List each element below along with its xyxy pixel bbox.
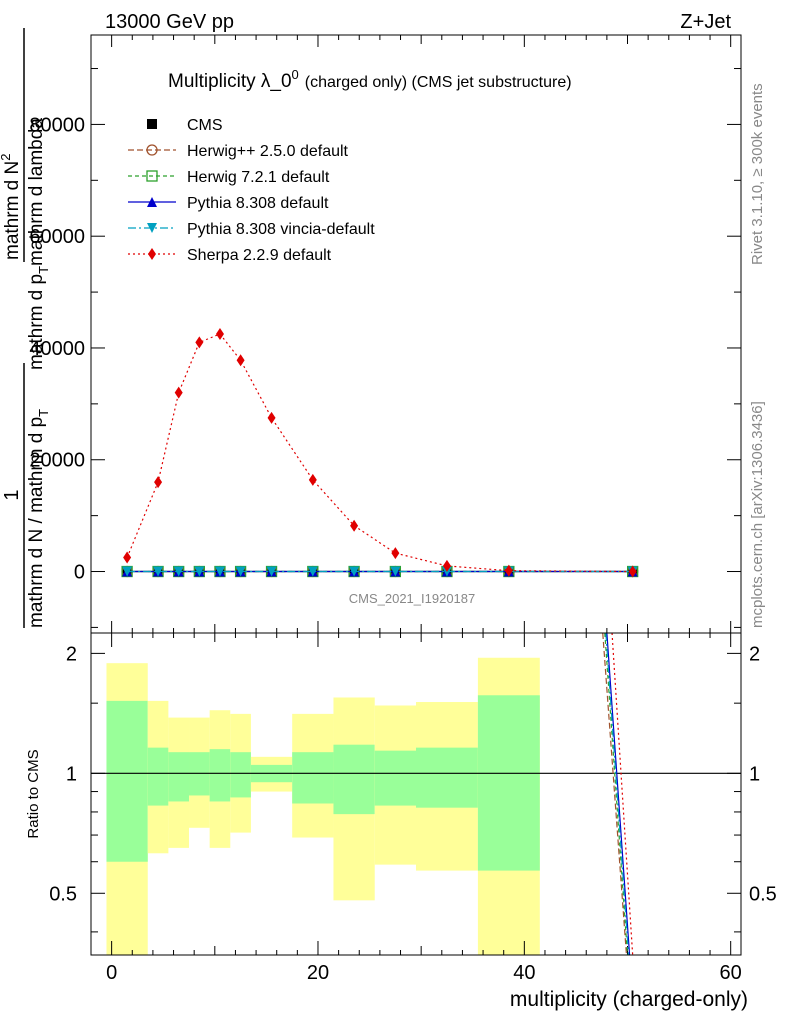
mcplots-label: mcplots.cern.ch [arXiv:1306.3436]	[749, 401, 766, 628]
legend-marker-pythia	[147, 197, 157, 207]
ratio-y-tick-label-right: 0.5	[749, 883, 777, 905]
ratio-frame	[90, 632, 742, 956]
legend-label-sherpa: Sherpa 2.2.9 default	[187, 247, 332, 264]
ratio-ticks: 0.5 0.51 12 20 20 40 60	[49, 633, 777, 984]
main-y-tick-label: 80000	[29, 114, 85, 136]
header-energy: 13000 GeV pp	[105, 11, 234, 33]
ratio-y-tick-label: 1	[66, 763, 77, 785]
ratio-y-tick-label: 0.5	[49, 883, 77, 905]
ylabel-numerator: mathrm d N2	[0, 154, 23, 260]
series-point-sherpa	[628, 565, 637, 578]
series-point-sherpa	[154, 476, 163, 489]
ylabel-one: 1	[1, 489, 23, 500]
legend: CMS Herwig++ 2.5.0 default Herwig 7.2.1 de…	[128, 117, 375, 264]
main-y-ticks: 0 20000 40000 60000 80000	[29, 35, 741, 633]
y-axis-label: 1 mathrm d N / mathrm d pT mathrm d N2 m…	[0, 28, 51, 628]
ratio-y-tick-label-right: 2	[749, 643, 760, 665]
ratio-line-vincia	[605, 632, 630, 956]
ylabel-denominator: mathrm d N / mathrm d pT	[26, 409, 51, 628]
series-point-sherpa	[391, 547, 400, 560]
legend-marker-sherpa	[148, 248, 156, 260]
x-tick-label: 40	[513, 962, 535, 984]
series-point-sherpa	[195, 336, 204, 349]
ratio-uncertainty-bands	[106, 657, 540, 955]
legend-label-cms: CMS	[187, 117, 223, 134]
ylabel-differential: mathrm d pTmathrm d lambda	[26, 118, 51, 370]
legend-label-vincia: Pythia 8.308 vincia-default	[187, 221, 375, 238]
series-point-sherpa	[174, 386, 183, 399]
ratio-line-pythia	[606, 632, 631, 956]
legend-label-pythia: Pythia 8.308 default	[187, 195, 329, 212]
ratio-band-inner	[168, 752, 190, 802]
series-point-sherpa	[267, 411, 276, 424]
watermark: CMS_2021_I1920187	[349, 591, 476, 606]
series-point-vincia	[390, 566, 401, 577]
ratio-lines	[91, 632, 741, 956]
series-point-sherpa	[215, 328, 224, 340]
legend-marker-vincia	[147, 223, 157, 233]
ratio-band-inner	[416, 747, 478, 808]
series-point-vincia	[194, 566, 205, 577]
ratio-line-herwig72	[604, 632, 629, 956]
ratio-line-sherpa	[611, 632, 634, 956]
rivet-label: Rivet 3.1.10, ≥ 300k events	[749, 83, 766, 265]
series-point-vincia	[153, 566, 164, 577]
series-point-sherpa	[123, 551, 132, 564]
series-point-vincia	[214, 566, 225, 577]
main-y-tick-label: 20000	[29, 450, 85, 472]
series-point-sherpa	[350, 519, 359, 532]
series-point-vincia	[173, 566, 184, 577]
ratio-y-tick-label: 2	[66, 643, 77, 665]
ratio-y-tick-label-right: 1	[749, 763, 760, 785]
series-line-sherpa	[126, 333, 633, 573]
series-point-sherpa	[442, 559, 451, 572]
ratio-band-inner	[374, 750, 416, 806]
legend-label-herwig25: Herwig++ 2.5.0 default	[187, 143, 349, 160]
ratio-band-inner	[292, 752, 334, 804]
ratio-band-inner	[209, 749, 231, 802]
ratio-band-inner	[230, 752, 251, 798]
series-point-vincia	[349, 566, 360, 577]
series-point-vincia	[122, 566, 133, 577]
series-point-vincia	[266, 566, 277, 577]
ratio-band-inner	[333, 744, 375, 815]
series-point-vincia	[235, 566, 246, 577]
legend-label-herwig72: Herwig 7.2.1 default	[187, 169, 330, 186]
main-series-group	[121, 328, 639, 578]
chart-title: Multiplicity λ_00 (charged only) (CMS jet…	[168, 67, 572, 92]
ratio-band-inner	[106, 700, 148, 862]
ratio-band-inner	[147, 747, 169, 806]
x-tick-label: 0	[106, 962, 117, 984]
legend-marker-cms	[147, 119, 157, 129]
series-point-sherpa	[236, 354, 245, 367]
header-process: Z+Jet	[680, 11, 731, 33]
legend-marker-herwig25	[146, 144, 158, 156]
series-point-sherpa	[504, 564, 513, 577]
main-y-tick-label: 60000	[29, 226, 85, 248]
legend-marker-herwig72	[146, 170, 158, 182]
x-tick-label: 20	[307, 962, 329, 984]
main-y-tick-label: 40000	[29, 338, 85, 360]
ratio-ylabel: Ratio to CMS	[25, 749, 42, 838]
series-point-sherpa	[308, 473, 317, 486]
series-point-vincia	[307, 566, 318, 577]
ratio-panel: 0.5 0.51 12 20 20 40 60 Ratio to CMS multiplic…	[25, 632, 777, 1011]
main-y-tick-label: 0	[74, 562, 85, 584]
x-axis-label: multiplicity (charged-only)	[510, 988, 748, 1011]
ratio-band-inner	[477, 695, 540, 871]
x-tick-label: 60	[720, 962, 742, 984]
